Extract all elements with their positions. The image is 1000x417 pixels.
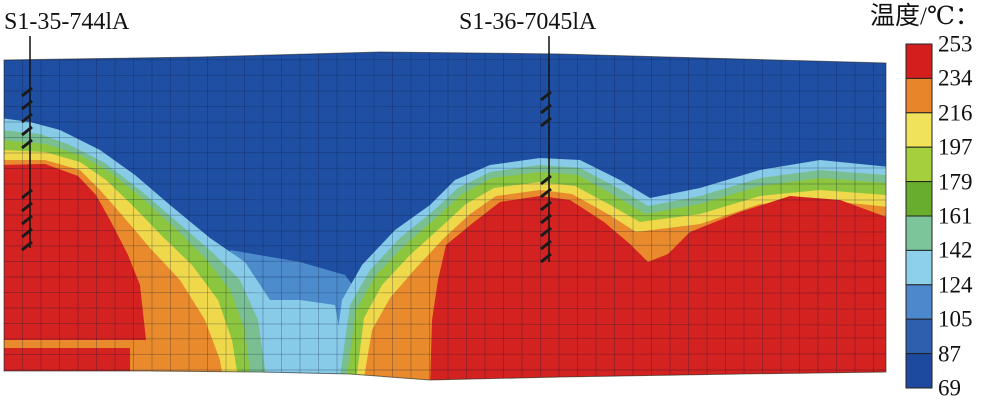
mesh-line xyxy=(4,353,886,355)
section-outline xyxy=(3,51,887,381)
well-perforation-mark xyxy=(21,188,33,200)
legend-color-swatch xyxy=(905,249,933,286)
mesh-line xyxy=(4,74,886,76)
well-perforation-mark xyxy=(21,214,33,226)
mesh-line xyxy=(4,106,886,108)
legend-tick-label: 197 xyxy=(938,134,973,160)
legend-color-swatch xyxy=(905,284,933,320)
legend-color-swatch xyxy=(905,353,933,389)
legend-tick-label: 216 xyxy=(938,100,973,126)
well-perforation-mark xyxy=(21,112,33,124)
mesh-line xyxy=(4,121,886,124)
legend-tick-label: 234 xyxy=(938,65,973,91)
legend-color-swatch xyxy=(905,43,933,79)
legend-tick-label: 69 xyxy=(938,375,961,401)
legend-color-swatch xyxy=(905,318,933,355)
well-label-s1-35: S1-35-744lA xyxy=(4,9,130,35)
well-perforation-mark xyxy=(540,103,552,115)
well-perforation-mark xyxy=(540,200,552,212)
mesh-line xyxy=(4,323,886,326)
legend-color-swatch xyxy=(905,181,933,217)
mesh-line xyxy=(4,137,886,140)
legend-tick-label: 124 xyxy=(938,272,973,298)
mesh-line xyxy=(4,151,886,154)
well-perforation-mark xyxy=(540,239,552,251)
legend-tick-label: 179 xyxy=(938,169,973,195)
legend-tick-label: 105 xyxy=(938,306,973,332)
mesh-line xyxy=(0,386,900,387)
mesh-line xyxy=(4,244,886,247)
mesh-line xyxy=(4,199,886,201)
well-perforation-mark xyxy=(540,226,552,238)
well-perforation-mark xyxy=(540,116,552,128)
temperature-zones xyxy=(0,52,900,387)
well-perforation-mark xyxy=(540,213,552,225)
well-label-s1-36: S1-36-7045lA xyxy=(459,9,597,35)
well-perforation-mark xyxy=(21,99,33,111)
legend-tick-label: 87 xyxy=(938,341,961,367)
legend-tick-label: 253 xyxy=(938,31,973,57)
mesh-line xyxy=(4,292,886,294)
mesh-line xyxy=(4,260,886,262)
legend-color-swatch xyxy=(905,146,933,183)
legend-color-swatch xyxy=(905,77,933,114)
well-perforation-mark xyxy=(540,90,552,102)
well-perforation-mark xyxy=(21,86,33,98)
well-perforation-mark xyxy=(540,174,552,186)
mesh-line xyxy=(4,167,886,169)
well-perforation-mark xyxy=(21,125,33,137)
zone-hot-left xyxy=(4,164,146,372)
legend-tick-label: 161 xyxy=(938,203,973,229)
well-perforation-mark xyxy=(21,138,33,150)
legend-color-swatch xyxy=(905,215,933,251)
mesh-line xyxy=(4,337,886,340)
legend-title: 温度/℃： xyxy=(870,3,980,30)
well-perforation-mark xyxy=(21,227,33,239)
legend-tick-label: 142 xyxy=(938,237,973,263)
legend-color-swatch xyxy=(905,112,933,148)
well-perforation-mark xyxy=(540,252,552,264)
well-perforation-mark xyxy=(21,240,33,252)
mesh-line xyxy=(4,307,886,310)
well-perforation-mark xyxy=(21,201,33,213)
mesh-line xyxy=(4,214,886,217)
well-perforation-mark xyxy=(540,187,552,199)
mesh-line xyxy=(4,230,886,233)
